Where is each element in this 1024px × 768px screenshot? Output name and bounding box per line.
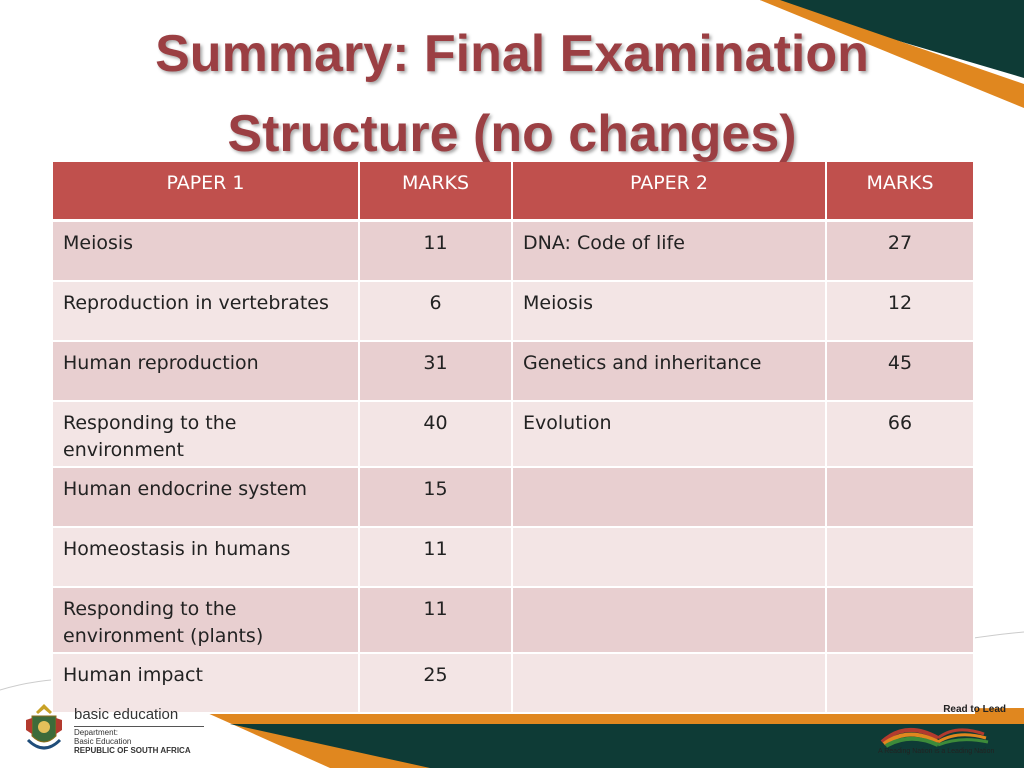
paper-1-topic: Human endocrine system: [51, 467, 360, 528]
paper-2-topic: [511, 653, 827, 714]
table-row: Reproduction in vertebrates 6 Meiosis 12: [51, 281, 975, 342]
paper-2-topic: [511, 587, 827, 654]
paper-1-marks: 11: [358, 220, 513, 282]
header-marks-2: MARKS: [825, 162, 975, 222]
paper-2-marks: [825, 587, 975, 654]
table-row: Meiosis 11 DNA: Code of life 27: [51, 220, 975, 282]
table-row: Responding to the environment 40 Evoluti…: [51, 401, 975, 468]
logo-name: basic education: [74, 706, 179, 723]
paper-2-topic: Genetics and inheritance: [511, 341, 827, 402]
paper-1-marks: 40: [358, 401, 513, 468]
read-to-lead-logo: Read to Lead A Reading Nation is a Leadi…: [874, 702, 1014, 764]
header-marks-1: MARKS: [358, 162, 513, 222]
table-row: Human endocrine system 15: [51, 467, 975, 528]
basic-education-logo: basic education Department: Basic Educat…: [18, 700, 208, 760]
paper-2-marks: 66: [825, 401, 975, 468]
slide-title: Summary: Final Examination Structure (no…: [100, 14, 924, 174]
paper-1-topic: Human reproduction: [51, 341, 360, 402]
title-line-1: Summary: Final Examination: [155, 25, 869, 83]
dept-line-2: Basic Education: [74, 737, 132, 746]
table-row: Human impact 25: [51, 653, 975, 714]
paper-1-marks: 15: [358, 467, 513, 528]
paper-2-marks: 45: [825, 341, 975, 402]
logo-department: Department: Basic Education REPUBLIC OF …: [74, 728, 191, 755]
title-line-2: Structure (no changes): [227, 105, 797, 163]
paper-1-topic: Responding to the environment (plants): [51, 587, 360, 654]
paper-2-marks: [825, 527, 975, 588]
read-to-lead-title: Read to Lead: [943, 704, 1006, 715]
paper-1-topic: Meiosis: [51, 220, 360, 282]
paper-2-topic: [511, 467, 827, 528]
dept-line-1: Department:: [74, 728, 119, 737]
paper-2-marks: 12: [825, 281, 975, 342]
paper-1-marks: 11: [358, 527, 513, 588]
table-row: Human reproduction 31 Genetics and inher…: [51, 341, 975, 402]
paper-2-marks: [825, 467, 975, 528]
paper-2-topic: Evolution: [511, 401, 827, 468]
paper-1-topic: Reproduction in vertebrates: [51, 281, 360, 342]
dept-line-3: REPUBLIC OF SOUTH AFRICA: [74, 746, 191, 755]
paper-1-topic: Responding to the environment: [51, 401, 360, 468]
paper-2-topic: [511, 527, 827, 588]
read-to-lead-tagline: A Reading Nation is a Leading Nation: [878, 748, 995, 755]
paper-1-topic: Homeostasis in humans: [51, 527, 360, 588]
paper-2-topic: DNA: Code of life: [511, 220, 827, 282]
logo-divider: [74, 726, 204, 727]
table-header-row: PAPER 1 MARKS PAPER 2 MARKS: [51, 162, 975, 222]
paper-2-topic: Meiosis: [511, 281, 827, 342]
header-paper-2: PAPER 2: [511, 162, 827, 222]
paper-1-marks: 6: [358, 281, 513, 342]
table-row: Responding to the environment (plants) 1…: [51, 587, 975, 654]
open-book-icon: [880, 727, 989, 748]
coat-of-arms-icon: [26, 704, 62, 750]
paper-2-marks: [825, 653, 975, 714]
paper-1-topic: Human impact: [51, 653, 360, 714]
paper-1-marks: 25: [358, 653, 513, 714]
table-row: Homeostasis in humans 11: [51, 527, 975, 588]
exam-structure-table: PAPER 1 MARKS PAPER 2 MARKS Meiosis 11 D…: [51, 162, 975, 714]
paper-1-marks: 31: [358, 341, 513, 402]
paper-2-marks: 27: [825, 220, 975, 282]
paper-1-marks: 11: [358, 587, 513, 654]
header-paper-1: PAPER 1: [51, 162, 360, 222]
